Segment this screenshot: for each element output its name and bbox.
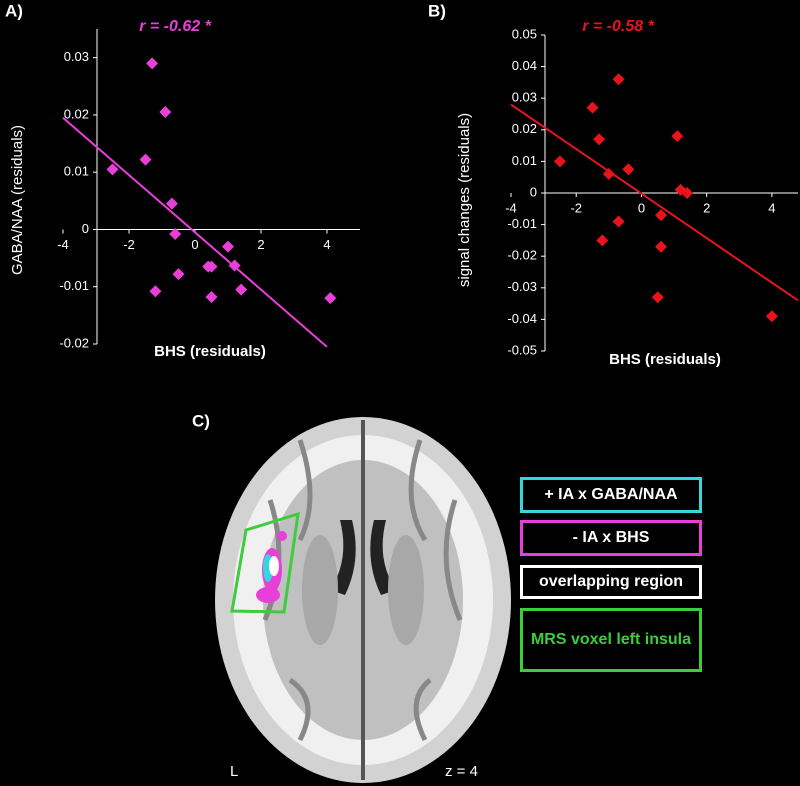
point [553, 155, 566, 168]
x-tick-label: 0 [638, 200, 645, 215]
point [655, 240, 668, 253]
legend-entry: + IA x GABA/NAA [520, 477, 702, 513]
y-tick-label: 0.02 [64, 106, 89, 121]
point [765, 310, 778, 323]
y-tick-label: 0.03 [512, 90, 537, 105]
point [651, 291, 664, 304]
y-tick-label: 0.01 [64, 164, 89, 179]
x-tick-label: 0 [191, 237, 198, 252]
y-tick-label: -0.04 [507, 311, 537, 326]
point [172, 268, 185, 281]
point [586, 101, 599, 114]
x-tick-label: 4 [768, 200, 775, 215]
point [324, 292, 337, 305]
x-axis-label: BHS (residuals) [609, 351, 721, 368]
legend-entry: - IA x BHS [520, 520, 702, 556]
point [106, 163, 119, 176]
x-tick-label: -4 [57, 237, 69, 252]
legend-entry: overlapping region [520, 565, 702, 599]
panel-label: C) [192, 411, 210, 430]
y-tick-label: -0.01 [59, 278, 89, 293]
y-tick-label: -0.02 [59, 335, 89, 350]
side-label: L [230, 763, 238, 780]
y-tick-label: -0.03 [507, 279, 537, 294]
point [205, 291, 218, 304]
y-tick-label: 0.02 [512, 121, 537, 136]
point [596, 234, 609, 247]
y-axis-label: GABA/NAA (residuals) [9, 125, 26, 275]
point [149, 285, 162, 298]
x-tick-label: 2 [257, 237, 264, 252]
brain [215, 417, 511, 783]
point [146, 57, 159, 70]
annotation: r = -0.58 * [582, 18, 654, 35]
point [222, 240, 234, 253]
point [681, 187, 694, 199]
panel-label: A) [5, 1, 23, 20]
point [235, 283, 248, 296]
y-tick-label: -0.05 [507, 342, 537, 357]
y-tick-label: -0.01 [507, 216, 537, 231]
legend-entry: MRS voxel left insula [520, 608, 702, 672]
y-axis-label: signal changes (residuals) [456, 113, 473, 287]
y-tick-label: 0.04 [512, 58, 537, 73]
y-tick-label: 0.01 [512, 153, 537, 168]
point [228, 259, 241, 272]
point [622, 163, 635, 176]
y-tick-label: -0.02 [507, 248, 537, 263]
x-axis-label: BHS (residuals) [154, 343, 266, 360]
point [139, 153, 152, 166]
point [159, 106, 172, 119]
point [165, 197, 178, 210]
point [169, 228, 182, 241]
y-tick-label: 0.05 [512, 26, 537, 41]
point [612, 215, 625, 228]
point [671, 130, 684, 143]
y-tick-label: 0 [530, 184, 537, 199]
point [593, 133, 606, 146]
x-tick-label: -2 [123, 237, 135, 252]
panel-label: B) [428, 1, 446, 20]
x-tick-label: 2 [703, 200, 710, 215]
point [612, 73, 625, 86]
slice-label: z = 4 [445, 763, 478, 780]
trend-line [510, 103, 799, 302]
trend-line [62, 117, 328, 348]
point [655, 209, 668, 222]
point [205, 260, 218, 273]
point [602, 168, 615, 181]
x-tick-label: -4 [505, 200, 517, 215]
annotation: r = -0.62 * [139, 18, 211, 35]
x-tick-label: -2 [570, 200, 582, 215]
y-tick-label: 0 [82, 221, 89, 236]
x-tick-label: 4 [323, 237, 330, 252]
y-tick-label: 0.03 [64, 49, 89, 64]
